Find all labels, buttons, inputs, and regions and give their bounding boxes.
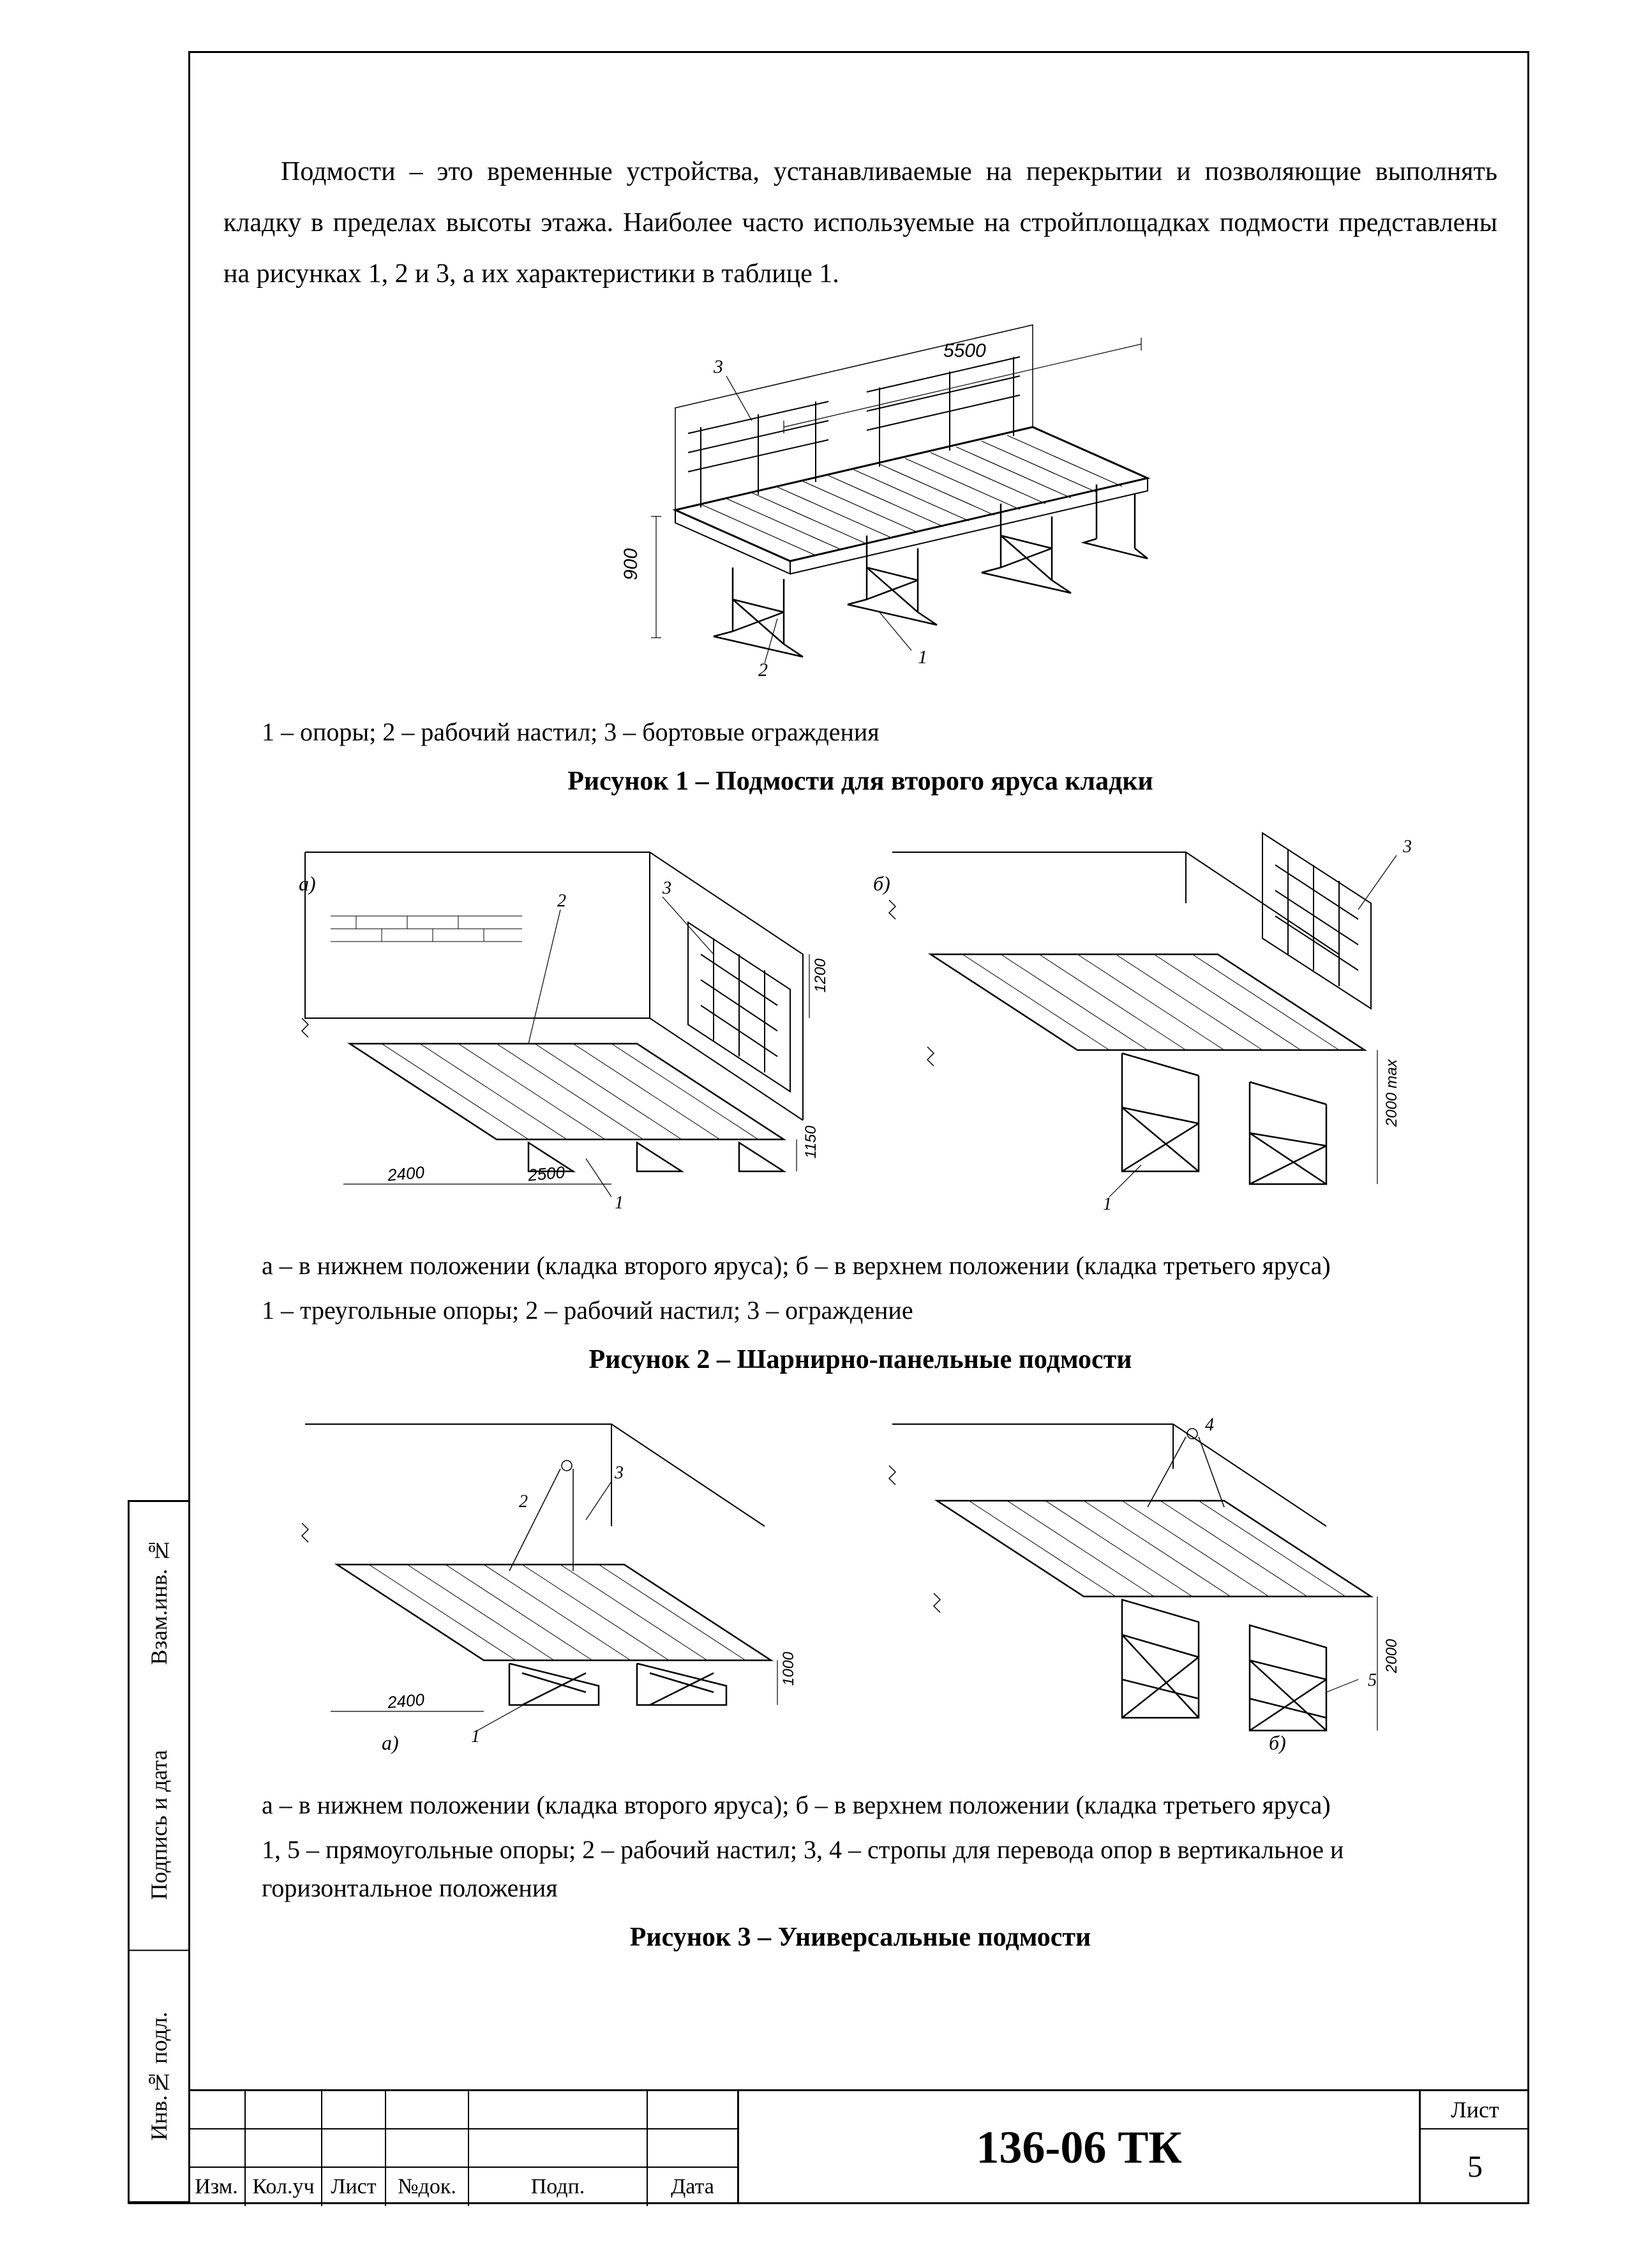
fig3-subcaption: а – в нижнем положении (кладка второго я… [262, 1786, 1497, 1824]
fig2b-c1: 1 [1103, 1194, 1112, 1214]
tb-col-2: Лист [322, 2168, 386, 2206]
fig2-subcaption: а – в нижнем положении (кладка второго я… [262, 1247, 1497, 1285]
fig2-legend: 1 – треугольные опоры; 2 – рабочий насти… [262, 1291, 1497, 1330]
fig3b-c5: 5 [1368, 1671, 1377, 1690]
page-content: Подмости – это временные устройства, уст… [223, 147, 1497, 1976]
fig3-dim-a-w: 2400 [386, 1690, 426, 1712]
fig2-dim-a-h: 1150 [802, 1125, 820, 1159]
fig3b-c4: 4 [1205, 1415, 1214, 1435]
tb-col-0: Изм. [188, 2168, 246, 2206]
tb-col-5: Дата [648, 2168, 737, 2206]
fig2-dim-a-top: 1200 [812, 958, 829, 993]
fig1-legend: 1 – опоры; 2 – рабочий настил; 3 – борто… [262, 713, 1497, 751]
intro-paragraph: Подмости – это временные устройства, уст… [223, 147, 1497, 299]
fig1-callout-3: 3 [713, 356, 723, 377]
fig1-callout-1: 1 [918, 647, 927, 668]
tb-col-1: Кол.уч [246, 2168, 322, 2206]
sheet-number: 5 [1421, 2129, 1529, 2204]
figure-3: 2400 1000 а) 1 2 3 [223, 1405, 1497, 1780]
fig1-dim-height: 900 [620, 548, 641, 580]
figure-1: 5500 900 1 2 3 [223, 319, 1497, 707]
side-stamp: Взам.инв. № Подпись и дата Инв.№ подл. [128, 1500, 188, 2204]
fig1-title: Рисунок 1 – Подмости для второго яруса к… [223, 756, 1497, 807]
fig3-dim-b-h: 2000 [1383, 1639, 1400, 1674]
title-block: Изм. Кол.уч Лист №док. Подп. Дата 136-06… [188, 2089, 1529, 2204]
fig3-dim-a-h: 1000 [780, 1651, 797, 1686]
fig2-sub-a: а) [299, 872, 316, 895]
side-cell-0: Взам.инв. № [130, 1502, 188, 1700]
fig2-sub-b: б) [873, 872, 890, 895]
sheet-label: Лист [1421, 2091, 1529, 2129]
fig1-callout-2: 2 [758, 659, 768, 680]
tb-col-3: №док. [386, 2168, 469, 2206]
fig3-title: Рисунок 3 – Универсальные подмости [223, 1912, 1497, 1964]
fig2-dim-b-h: 2000 max [1383, 1059, 1400, 1127]
fig1-dim-length: 5500 [943, 340, 986, 361]
figure-2: а) 2400 2500 1150 1200 2 3 1 [223, 827, 1497, 1240]
fig3a-c2: 2 [519, 1492, 528, 1512]
fig2b-c3: 3 [1402, 837, 1412, 857]
fig2a-c1: 1 [615, 1193, 624, 1213]
fig2-dim-a-w2: 2500 [527, 1162, 566, 1185]
fig2-title: Рисунок 2 – Шарнирно-панельные подмости [223, 1335, 1497, 1386]
doc-number: 136-06 ТК [737, 2091, 1421, 2204]
fig3-sub-b: б) [1269, 1731, 1286, 1754]
fig2a-c2: 2 [557, 891, 566, 911]
fig3-sub-a: а) [382, 1731, 399, 1754]
side-cell-2: Инв.№ подл. [130, 1951, 188, 2202]
tb-col-4: Подп. [469, 2168, 648, 2206]
fig2-dim-a-w1: 2400 [386, 1162, 426, 1185]
fig3-legend: 1, 5 – прямоугольные опоры; 2 – рабочий … [262, 1831, 1497, 1907]
side-cell-1: Подпись и дата [130, 1700, 188, 1951]
fig3a-c3: 3 [614, 1463, 624, 1483]
fig2a-c3: 3 [662, 878, 671, 898]
fig3a-c1: 1 [471, 1727, 480, 1746]
